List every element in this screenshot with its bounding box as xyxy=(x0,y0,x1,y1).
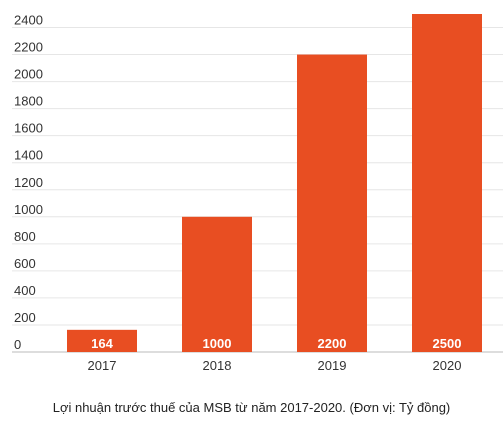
y-tick-label: 1000 xyxy=(14,202,43,217)
y-tick-label: 1600 xyxy=(14,121,43,136)
y-tick-label: 600 xyxy=(14,256,36,271)
data-label-2018: 1000 xyxy=(203,336,232,351)
y-tick-label: 1400 xyxy=(14,148,43,163)
y-tick-label: 400 xyxy=(14,283,36,298)
data-label-2019: 2200 xyxy=(318,336,347,351)
bar-2020 xyxy=(412,14,482,352)
y-axis-ticks: 0 200 400 600 800 1000 1200 1400 1600 1800 2000 220… xyxy=(14,13,43,352)
x-axis-labels: 2017 2018 2019 2020 xyxy=(88,358,462,373)
bar-2018 xyxy=(182,216,252,352)
y-tick-label: 200 xyxy=(14,310,36,325)
data-label-2020: 2500 xyxy=(433,336,462,351)
x-tick-label-2020: 2020 xyxy=(433,358,462,373)
y-tick-label: 2200 xyxy=(14,40,43,55)
bars xyxy=(67,14,482,353)
chart-caption: Lợi nhuận trước thuế của MSB từ năm 2017… xyxy=(52,400,451,415)
y-tick-label: 800 xyxy=(14,229,36,244)
data-label-2017: 164 xyxy=(91,336,113,351)
y-tick-label: 1200 xyxy=(14,175,43,190)
bar-2019 xyxy=(297,54,367,353)
y-tick-label: 0 xyxy=(14,337,21,352)
x-tick-label-2018: 2018 xyxy=(203,358,232,373)
bar-2017 xyxy=(67,329,137,352)
y-tick-label: 1800 xyxy=(14,94,43,109)
data-labels: 164 1000 2200 2500 xyxy=(91,336,461,351)
bar-chart: 0 200 400 600 800 1000 1200 1400 1600 1800 2000 220… xyxy=(12,13,503,373)
y-tick-label: 2000 xyxy=(14,67,43,82)
x-tick-label-2017: 2017 xyxy=(88,358,117,373)
x-tick-label-2019: 2019 xyxy=(318,358,347,373)
y-tick-label: 2400 xyxy=(14,13,43,28)
